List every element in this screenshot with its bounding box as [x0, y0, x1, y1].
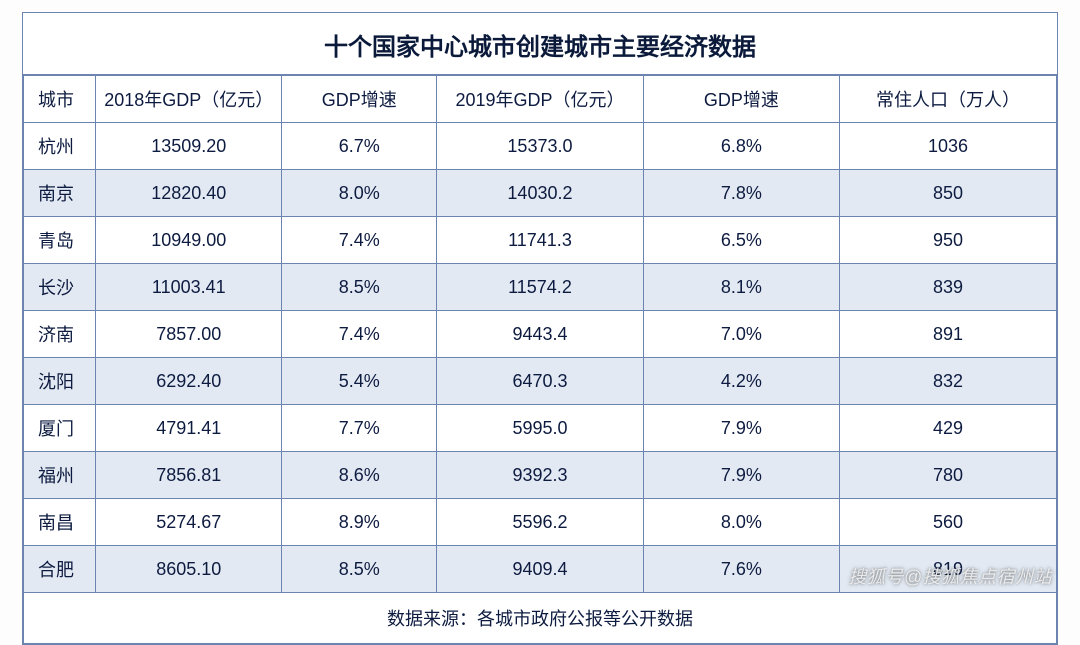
economic-data-table: 十个国家中心城市创建城市主要经济数据 城市 2018年GDP（亿元） GDP增速…: [22, 12, 1058, 645]
cell-city: 厦门: [24, 405, 96, 452]
cell-gdp2019: 9409.4: [437, 546, 644, 593]
cell-growth2019: 7.9%: [643, 405, 839, 452]
cell-gdp2019: 9392.3: [437, 452, 644, 499]
col-growth2018: GDP增速: [282, 76, 437, 123]
table-row: 厦门4791.417.7%5995.07.9%429: [24, 405, 1057, 452]
cell-city: 合肥: [24, 546, 96, 593]
cell-growth2018: 7.4%: [282, 217, 437, 264]
cell-population: 850: [840, 170, 1057, 217]
cell-growth2018: 8.5%: [282, 264, 437, 311]
cell-growth2019: 7.6%: [643, 546, 839, 593]
cell-gdp2019: 5995.0: [437, 405, 644, 452]
cell-population: 819: [840, 546, 1057, 593]
cell-gdp2018: 7856.81: [96, 452, 282, 499]
cell-gdp2019: 6470.3: [437, 358, 644, 405]
cell-city: 青岛: [24, 217, 96, 264]
cell-growth2018: 7.4%: [282, 311, 437, 358]
cell-gdp2018: 7857.00: [96, 311, 282, 358]
cell-gdp2018: 10949.00: [96, 217, 282, 264]
table-row: 福州7856.818.6%9392.37.9%780: [24, 452, 1057, 499]
cell-gdp2019: 14030.2: [437, 170, 644, 217]
cell-population: 950: [840, 217, 1057, 264]
cell-growth2018: 5.4%: [282, 358, 437, 405]
table-row: 济南7857.007.4%9443.47.0%891: [24, 311, 1057, 358]
cell-population: 780: [840, 452, 1057, 499]
cell-growth2019: 8.0%: [643, 499, 839, 546]
table-source-row: 数据来源：各城市政府公报等公开数据: [24, 593, 1057, 644]
cell-gdp2018: 11003.41: [96, 264, 282, 311]
table-source: 数据来源：各城市政府公报等公开数据: [24, 593, 1057, 644]
cell-gdp2018: 5274.67: [96, 499, 282, 546]
table-header-row: 城市 2018年GDP（亿元） GDP增速 2019年GDP（亿元） GDP增速…: [24, 76, 1057, 123]
cell-growth2018: 8.0%: [282, 170, 437, 217]
col-city: 城市: [24, 76, 96, 123]
cell-population: 839: [840, 264, 1057, 311]
col-gdp2018: 2018年GDP（亿元）: [96, 76, 282, 123]
cell-growth2019: 6.5%: [643, 217, 839, 264]
cell-gdp2018: 4791.41: [96, 405, 282, 452]
cell-city: 杭州: [24, 123, 96, 170]
table-row: 南京12820.408.0%14030.27.8%850: [24, 170, 1057, 217]
table-row: 南昌5274.678.9%5596.28.0%560: [24, 499, 1057, 546]
cell-growth2018: 7.7%: [282, 405, 437, 452]
cell-city: 济南: [24, 311, 96, 358]
cell-gdp2019: 9443.4: [437, 311, 644, 358]
cell-growth2019: 8.1%: [643, 264, 839, 311]
col-gdp2019: 2019年GDP（亿元）: [437, 76, 644, 123]
col-growth2019: GDP增速: [643, 76, 839, 123]
table-row: 长沙11003.418.5%11574.28.1%839: [24, 264, 1057, 311]
cell-gdp2018: 13509.20: [96, 123, 282, 170]
cell-gdp2018: 8605.10: [96, 546, 282, 593]
cell-gdp2019: 5596.2: [437, 499, 644, 546]
cell-city: 沈阳: [24, 358, 96, 405]
table-row: 合肥8605.108.5%9409.47.6%819: [24, 546, 1057, 593]
cell-gdp2018: 12820.40: [96, 170, 282, 217]
cell-population: 1036: [840, 123, 1057, 170]
cell-growth2018: 8.6%: [282, 452, 437, 499]
table-row: 杭州13509.206.7%15373.06.8%1036: [24, 123, 1057, 170]
cell-population: 560: [840, 499, 1057, 546]
cell-gdp2019: 15373.0: [437, 123, 644, 170]
cell-growth2019: 7.8%: [643, 170, 839, 217]
cell-gdp2018: 6292.40: [96, 358, 282, 405]
cell-city: 福州: [24, 452, 96, 499]
cell-gdp2019: 11574.2: [437, 264, 644, 311]
cell-population: 429: [840, 405, 1057, 452]
cell-growth2019: 7.9%: [643, 452, 839, 499]
table-row: 青岛10949.007.4%11741.36.5%950: [24, 217, 1057, 264]
cell-growth2018: 8.5%: [282, 546, 437, 593]
cell-growth2019: 4.2%: [643, 358, 839, 405]
table-title: 十个国家中心城市创建城市主要经济数据: [23, 13, 1057, 75]
table-row: 沈阳6292.405.4%6470.34.2%832: [24, 358, 1057, 405]
cell-city: 南京: [24, 170, 96, 217]
cell-city: 南昌: [24, 499, 96, 546]
cell-population: 832: [840, 358, 1057, 405]
cell-growth2018: 8.9%: [282, 499, 437, 546]
col-population: 常住人口（万人）: [840, 76, 1057, 123]
data-table: 城市 2018年GDP（亿元） GDP增速 2019年GDP（亿元） GDP增速…: [23, 75, 1057, 644]
cell-population: 891: [840, 311, 1057, 358]
cell-growth2019: 7.0%: [643, 311, 839, 358]
cell-growth2018: 6.7%: [282, 123, 437, 170]
cell-gdp2019: 11741.3: [437, 217, 644, 264]
cell-city: 长沙: [24, 264, 96, 311]
cell-growth2019: 6.8%: [643, 123, 839, 170]
